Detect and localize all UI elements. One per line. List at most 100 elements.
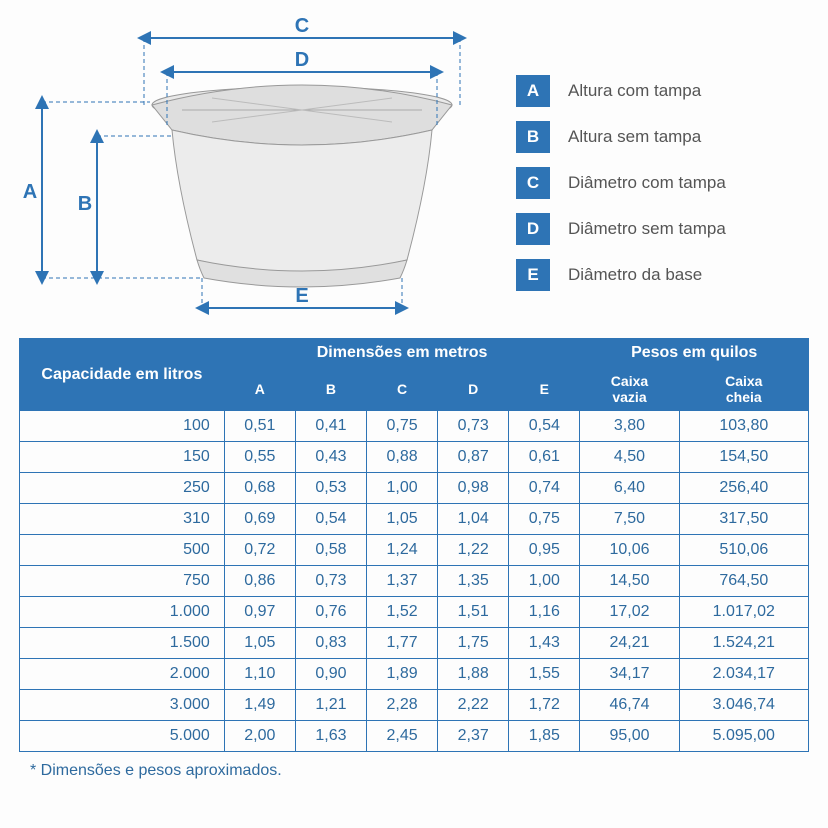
table-row: 1000,510,410,750,730,543,80103,80 xyxy=(20,411,809,442)
dimensions-table: Capacidade em litros Dimensões em metros… xyxy=(19,338,809,752)
table-cell: 0,97 xyxy=(224,597,295,628)
legend-text: Diâmetro da base xyxy=(568,265,702,285)
th-sub: A xyxy=(224,368,295,411)
legend-text: Diâmetro com tampa xyxy=(568,173,726,193)
dim-label-c: C xyxy=(295,15,309,37)
legend-badge: E xyxy=(516,259,550,291)
legend-text: Altura sem tampa xyxy=(568,127,701,147)
th-sub: B xyxy=(295,368,366,411)
table-cell: 2,28 xyxy=(367,690,438,721)
table-cell: 1,04 xyxy=(438,504,509,535)
table-cell: 3.000 xyxy=(20,690,225,721)
dimension-legend: A Altura com tampa B Altura sem tampa C Diâme… xyxy=(516,75,726,305)
table-cell: 46,74 xyxy=(580,690,679,721)
table-cell: 1,37 xyxy=(367,566,438,597)
table-cell: 2.034,17 xyxy=(679,659,808,690)
table-cell: 1,00 xyxy=(367,473,438,504)
th-sub: D xyxy=(438,368,509,411)
dim-label-d: D xyxy=(295,49,309,71)
table-cell: 3.046,74 xyxy=(679,690,808,721)
legend-text: Altura com tampa xyxy=(568,81,701,101)
table-cell: 0,95 xyxy=(509,535,580,566)
th-sub: C xyxy=(367,368,438,411)
table-cell: 1,05 xyxy=(224,628,295,659)
th-sub: Caixacheia xyxy=(679,368,808,411)
table-cell: 256,40 xyxy=(679,473,808,504)
table-cell: 0,54 xyxy=(295,504,366,535)
table-cell: 1,51 xyxy=(438,597,509,628)
legend-row: A Altura com tampa xyxy=(516,75,726,107)
legend-badge: C xyxy=(516,167,550,199)
table-cell: 0,75 xyxy=(509,504,580,535)
table-cell: 1.000 xyxy=(20,597,225,628)
table-cell: 1,05 xyxy=(367,504,438,535)
table-cell: 2,22 xyxy=(438,690,509,721)
table-row: 3.0001,491,212,282,221,7246,743.046,74 xyxy=(20,690,809,721)
table-cell: 0,61 xyxy=(509,442,580,473)
table-row: 7500,860,731,371,351,0014,50764,50 xyxy=(20,566,809,597)
dim-label-b: B xyxy=(78,193,92,215)
table-cell: 2,37 xyxy=(438,721,509,752)
table-cell: 5.000 xyxy=(20,721,225,752)
table-cell: 1,72 xyxy=(509,690,580,721)
table-cell: 1,89 xyxy=(367,659,438,690)
table-row: 5000,720,581,241,220,9510,06510,06 xyxy=(20,535,809,566)
legend-badge: A xyxy=(516,75,550,107)
table-cell: 0,58 xyxy=(295,535,366,566)
table-cell: 34,17 xyxy=(580,659,679,690)
table-cell: 1,52 xyxy=(367,597,438,628)
table-cell: 510,06 xyxy=(679,535,808,566)
legend-row: B Altura sem tampa xyxy=(516,121,726,153)
table-cell: 1,77 xyxy=(367,628,438,659)
table-cell: 10,06 xyxy=(580,535,679,566)
table-cell: 0,90 xyxy=(295,659,366,690)
th-capacity: Capacidade em litros xyxy=(20,339,225,411)
table-cell: 1,49 xyxy=(224,690,295,721)
table-row: 5.0002,001,632,452,371,8595,005.095,00 xyxy=(20,721,809,752)
table-cell: 103,80 xyxy=(679,411,808,442)
table-cell: 0,53 xyxy=(295,473,366,504)
table-cell: 1,00 xyxy=(509,566,580,597)
table-cell: 0,55 xyxy=(224,442,295,473)
table-cell: 0,74 xyxy=(509,473,580,504)
table-cell: 764,50 xyxy=(679,566,808,597)
table-cell: 1,16 xyxy=(509,597,580,628)
table-cell: 0,41 xyxy=(295,411,366,442)
table-cell: 1.500 xyxy=(20,628,225,659)
dim-label-e: E xyxy=(295,285,308,307)
legend-text: Diâmetro sem tampa xyxy=(568,219,726,239)
table-cell: 1,43 xyxy=(509,628,580,659)
table-cell: 100 xyxy=(20,411,225,442)
legend-row: C Diâmetro com tampa xyxy=(516,167,726,199)
table-row: 2500,680,531,000,980,746,40256,40 xyxy=(20,473,809,504)
table-cell: 1,63 xyxy=(295,721,366,752)
table-cell: 0,86 xyxy=(224,566,295,597)
table-cell: 0,68 xyxy=(224,473,295,504)
table-cell: 0,69 xyxy=(224,504,295,535)
table-cell: 4,50 xyxy=(580,442,679,473)
table-cell: 1,75 xyxy=(438,628,509,659)
table-cell: 1,88 xyxy=(438,659,509,690)
table-cell: 0,72 xyxy=(224,535,295,566)
table-cell: 0,73 xyxy=(438,411,509,442)
legend-row: DDiâmetro sem tampa xyxy=(516,213,726,245)
table-cell: 310 xyxy=(20,504,225,535)
table-row: 2.0001,100,901,891,881,5534,172.034,17 xyxy=(20,659,809,690)
table-cell: 0,83 xyxy=(295,628,366,659)
table-cell: 1,21 xyxy=(295,690,366,721)
table-row: 1.0000,970,761,521,511,1617,021.017,02 xyxy=(20,597,809,628)
legend-row: E Diâmetro da base xyxy=(516,259,726,291)
table-cell: 24,21 xyxy=(580,628,679,659)
table-cell: 1.524,21 xyxy=(679,628,808,659)
table-cell: 1,10 xyxy=(224,659,295,690)
table-cell: 1,55 xyxy=(509,659,580,690)
table-cell: 0,88 xyxy=(367,442,438,473)
table-cell: 1,22 xyxy=(438,535,509,566)
table-cell: 0,87 xyxy=(438,442,509,473)
table-cell: 500 xyxy=(20,535,225,566)
table-cell: 3,80 xyxy=(580,411,679,442)
legend-badge: B xyxy=(516,121,550,153)
th-weights: Pesos em quilos xyxy=(580,339,809,368)
table-row: 1500,550,430,880,870,614,50154,50 xyxy=(20,442,809,473)
th-dimensions: Dimensões em metros xyxy=(224,339,580,368)
